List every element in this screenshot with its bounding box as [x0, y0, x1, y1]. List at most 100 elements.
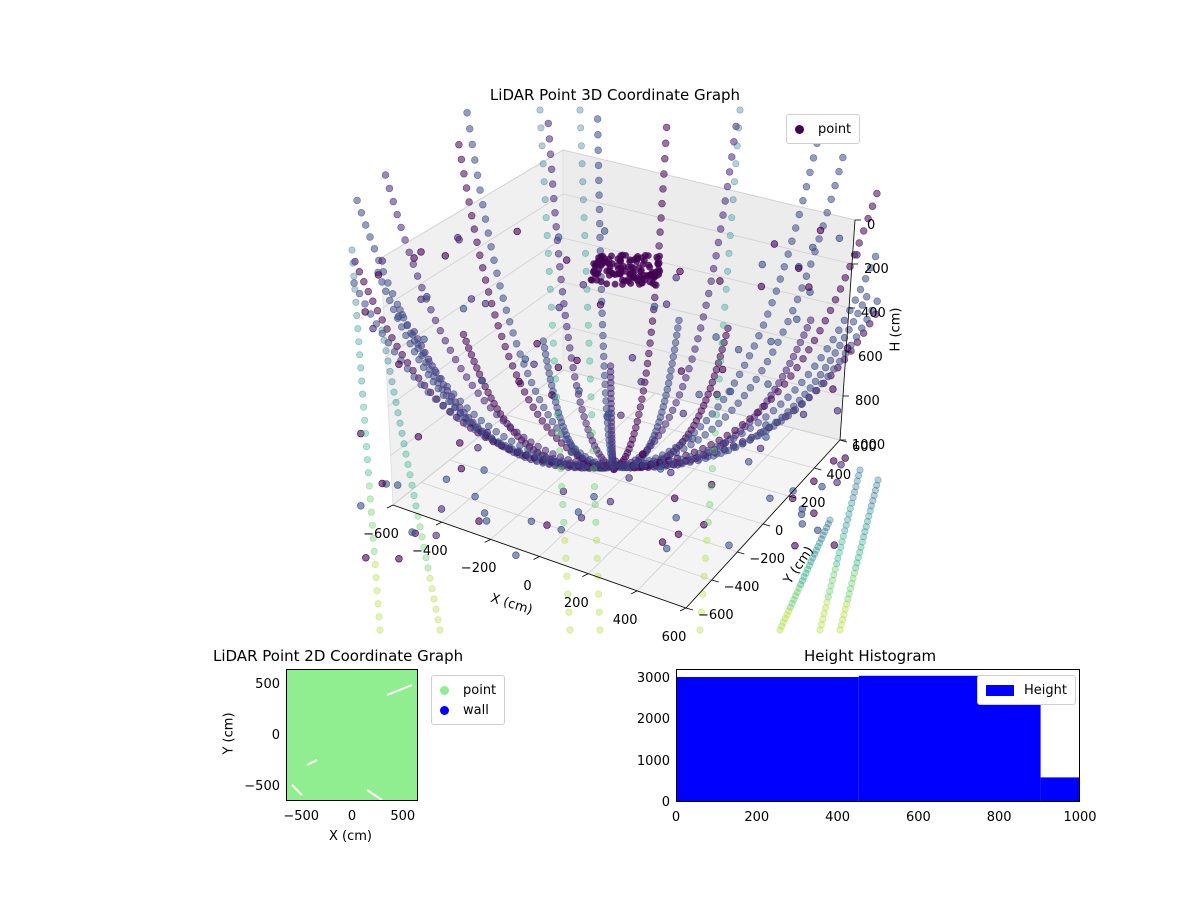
- point-marker: [740, 361, 749, 369]
- y-tick-label: 1000: [636, 753, 670, 769]
- point-marker: [721, 197, 729, 205]
- point-marker: [655, 242, 663, 250]
- point-marker: [468, 212, 476, 220]
- point-marker: [793, 588, 801, 596]
- point-marker: [551, 375, 559, 383]
- point-marker: [830, 571, 838, 579]
- point-marker: [817, 354, 825, 362]
- point-marker: [431, 316, 440, 325]
- point-marker: [368, 521, 376, 529]
- point-marker: [852, 564, 860, 572]
- point-marker: [701, 431, 709, 439]
- point-marker: [577, 124, 585, 132]
- x-tick-label: 0: [523, 578, 532, 594]
- point-marker: [406, 340, 414, 348]
- point-marker: [784, 408, 792, 416]
- point-marker: [597, 285, 606, 294]
- point-marker: [422, 554, 430, 562]
- point-marker: [730, 178, 738, 186]
- point-marker: [664, 379, 673, 387]
- point-marker: [588, 411, 596, 419]
- point-marker: [646, 263, 654, 271]
- chart3d-legend: point: [786, 114, 861, 144]
- point-marker: [826, 587, 834, 595]
- point-marker: [799, 355, 807, 363]
- point-marker: [557, 275, 565, 284]
- point-marker: [708, 410, 716, 418]
- point-marker: [556, 263, 564, 271]
- point-marker: [824, 593, 832, 601]
- point-marker: [602, 397, 610, 405]
- point-marker: [835, 326, 843, 334]
- point-marker: [704, 289, 713, 298]
- point-marker: [682, 374, 690, 382]
- point-marker: [858, 538, 866, 546]
- point-marker: [479, 264, 487, 272]
- point-marker: [373, 587, 381, 595]
- point-marker: [595, 590, 603, 598]
- point-marker: [840, 316, 849, 325]
- point-marker: [364, 287, 372, 296]
- point-marker: [833, 478, 841, 487]
- point-marker: [396, 419, 404, 427]
- x-tick-mark: [435, 521, 443, 526]
- point-marker: [432, 605, 440, 613]
- point-marker: [798, 577, 806, 585]
- point-marker: [555, 429, 563, 437]
- point-marker: [708, 465, 716, 473]
- point-marker: [636, 403, 645, 411]
- point-marker: [815, 235, 823, 243]
- point-marker: [434, 384, 442, 393]
- point-marker: [835, 234, 844, 243]
- point-marker: [430, 595, 438, 603]
- point-marker: [446, 346, 455, 354]
- point-marker: [357, 364, 365, 372]
- point-marker: [475, 517, 483, 525]
- point-marker: [672, 399, 680, 407]
- point-marker: [367, 508, 375, 516]
- point-marker: [637, 378, 645, 386]
- point-marker: [861, 275, 870, 283]
- point-marker: [374, 271, 383, 279]
- point-marker: [513, 227, 521, 236]
- point-marker: [788, 599, 796, 607]
- point-marker: [384, 357, 392, 365]
- point-marker: [398, 429, 406, 437]
- point-marker: [862, 523, 870, 531]
- point-marker: [695, 390, 703, 399]
- point-marker: [628, 354, 637, 362]
- point-marker: [554, 250, 563, 258]
- legend-label: wall: [463, 702, 489, 718]
- point-marker: [708, 378, 717, 387]
- x-tick-label: 500: [390, 809, 416, 824]
- point-marker: [855, 239, 863, 247]
- point-marker: [840, 610, 848, 618]
- point-marker: [468, 140, 476, 149]
- point-marker: [378, 326, 386, 334]
- point-marker: [780, 380, 789, 388]
- point-marker: [733, 142, 741, 150]
- point-marker: [829, 335, 837, 344]
- point-marker: [658, 538, 667, 546]
- y-tick-mark: [762, 523, 771, 527]
- point-marker: [860, 533, 868, 541]
- chart2d-title: LiDAR Point 2D Coordinate Graph: [213, 647, 464, 665]
- point-marker: [837, 461, 845, 469]
- point-marker: [806, 168, 814, 177]
- point-marker: [611, 271, 619, 278]
- chart3d-zlabel: H (cm): [888, 307, 904, 352]
- point-marker: [427, 306, 435, 314]
- point-marker: [569, 363, 577, 372]
- point-marker: [833, 560, 841, 568]
- point-marker: [797, 580, 805, 588]
- point-marker: [712, 366, 721, 374]
- point-marker: [728, 214, 736, 222]
- point-marker: [805, 561, 813, 569]
- point-marker: [566, 626, 574, 634]
- chart3d-legend-item: point: [795, 119, 851, 139]
- x-tick-label: 400: [825, 810, 850, 825]
- point-marker: [787, 372, 795, 380]
- point-marker: [542, 214, 550, 222]
- point-marker: [581, 232, 589, 240]
- point-marker: [599, 259, 606, 267]
